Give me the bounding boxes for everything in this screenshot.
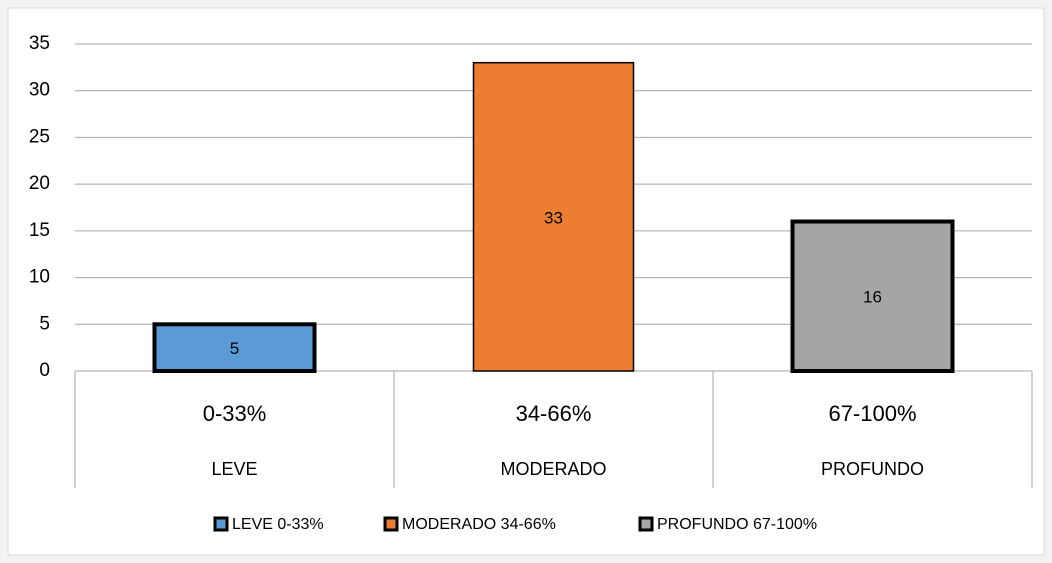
y-tick-label: 20 — [29, 173, 50, 194]
x-tick-label: 34-66% — [516, 401, 592, 426]
data-label: 5 — [230, 339, 239, 358]
y-tick-label: 0 — [39, 360, 50, 381]
x-group-label: PROFUNDO — [821, 459, 924, 479]
y-tick-label: 35 — [29, 33, 50, 54]
y-tick-label: 5 — [39, 313, 50, 334]
legend-label: PROFUNDO 67-100% — [657, 516, 817, 533]
y-tick-label: 10 — [29, 267, 50, 288]
legend-swatch — [213, 516, 229, 532]
y-tick-label: 15 — [29, 220, 50, 241]
legend-swatch — [383, 516, 399, 532]
bar — [790, 219, 955, 373]
y-tick-label: 30 — [29, 80, 50, 101]
data-label: 33 — [544, 208, 563, 227]
bar — [152, 322, 317, 373]
x-group-label: MODERADO — [500, 459, 606, 479]
legend-label: LEVE 0-33% — [232, 516, 324, 533]
x-tick-label: 67-100% — [828, 401, 916, 426]
legend-swatch — [638, 516, 654, 532]
y-tick-label: 25 — [29, 126, 50, 147]
legend-label: MODERADO 34-66% — [402, 516, 556, 533]
data-label: 16 — [863, 288, 882, 307]
bar — [472, 61, 635, 372]
x-group-label: LEVE — [211, 459, 257, 479]
x-tick-label: 0-33% — [203, 401, 267, 426]
